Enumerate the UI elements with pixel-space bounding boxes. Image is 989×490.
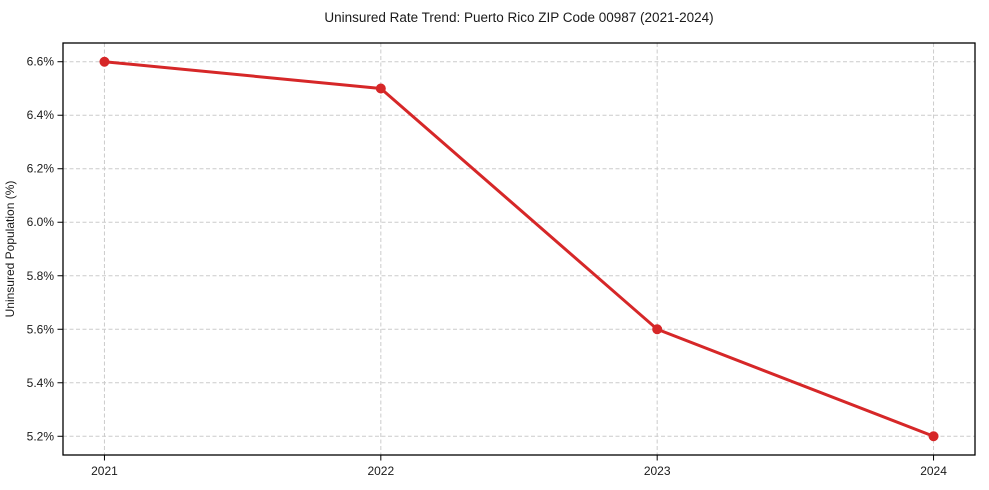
x-tick-label: 2023 xyxy=(644,464,671,478)
y-tick-label: 5.6% xyxy=(27,322,55,336)
y-tick-label: 6.2% xyxy=(27,162,55,176)
y-tick-label: 5.2% xyxy=(27,429,55,443)
plot-area: 5.2% 5.4% 5.6% 5.8% 6.0% 6.2% 6.4% 6.6% 2021 2022… xyxy=(27,42,976,478)
data-point-marker xyxy=(99,56,110,67)
y-axis-label: Uninsured Population (%) xyxy=(3,181,17,318)
trend-line xyxy=(102,60,936,438)
y-tick-label: 6.6% xyxy=(27,55,55,69)
data-point-marker xyxy=(652,324,663,335)
x-tick-label: 2021 xyxy=(91,464,118,478)
y-tick-label: 5.8% xyxy=(27,269,55,283)
y-tick-label: 6.0% xyxy=(27,215,55,229)
data-point-marker xyxy=(375,83,386,94)
data-point-marker xyxy=(928,431,939,442)
axis-frame xyxy=(62,42,976,456)
y-tick-label: 5.4% xyxy=(27,376,55,390)
chart-title: Uninsured Rate Trend: Puerto Rico ZIP Co… xyxy=(324,10,713,25)
y-tick-label: 6.4% xyxy=(27,108,55,122)
x-tick-label: 2022 xyxy=(367,464,394,478)
x-tick-label: 2024 xyxy=(920,464,947,478)
